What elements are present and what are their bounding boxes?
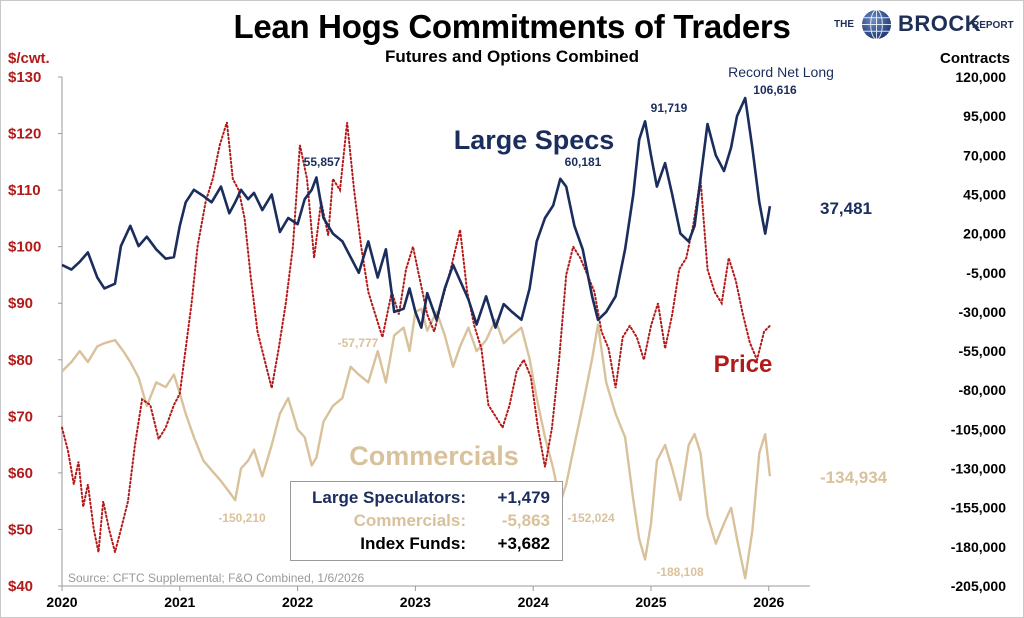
- left-axis-unit: $/cwt.: [8, 50, 50, 67]
- legend-index-value: +3,682: [497, 534, 550, 553]
- legend-index-label: Index Funds:: [360, 534, 466, 553]
- annotation-label: 91,719: [651, 101, 688, 115]
- legend-specs-value: +1,479: [497, 488, 550, 507]
- brand-logo: THE BROCK REPORT: [826, 8, 1022, 44]
- y-right-tick-label: -80,000: [959, 382, 1007, 398]
- chart-title: Lean Hogs Commitments of Traders: [233, 8, 791, 45]
- brand-the: THE: [834, 19, 854, 30]
- x-tick-label: 2022: [282, 594, 313, 610]
- annotation-label: -150,210: [218, 511, 266, 525]
- annotation-label: -188,108: [656, 565, 704, 579]
- y-left-tick-label: $50: [8, 521, 33, 538]
- y-right-tick-label: 45,000: [963, 186, 1006, 202]
- y-right-tick-label: 95,000: [963, 108, 1006, 124]
- right-axis-unit: Contracts: [939, 50, 1010, 67]
- brand-name: BROCK: [898, 11, 982, 36]
- annotation-label: 60,181: [565, 155, 602, 169]
- y-right-tick-label: -130,000: [951, 461, 1006, 477]
- annotation-label: -152,024: [567, 511, 615, 525]
- x-tick-label: 2026: [753, 594, 784, 610]
- annotation-label: -57,777: [338, 336, 379, 350]
- net-change-box: Large Speculators: +1,479 Commercials: -…: [290, 481, 563, 561]
- annotation-label: Record Net Long: [728, 64, 834, 80]
- annotation-label: -134,934: [820, 468, 888, 487]
- series-label-commercials: Commercials: [349, 441, 519, 471]
- y-left-tick-label: $120: [8, 126, 41, 143]
- series-line-price: [61, 121, 771, 557]
- x-tick-label: 2020: [46, 594, 77, 610]
- series-label-large-specs: Large Specs: [454, 125, 615, 155]
- y-right-tick-label: -105,000: [951, 421, 1006, 437]
- y-right-tick-label: -55,000: [959, 343, 1007, 359]
- series-line-commercials: [61, 307, 772, 580]
- y-right-tick-label: -30,000: [959, 304, 1007, 320]
- y-right-tick-label: -5,000: [966, 265, 1006, 281]
- legend-row-index: Index Funds: +3,682: [291, 534, 562, 558]
- brand-report: REPORT: [972, 20, 1014, 31]
- chart-subtitle: Futures and Options Combined: [384, 47, 640, 66]
- series-label-price: Price: [714, 351, 773, 378]
- legend-row-commercials: Commercials: -5,863: [291, 511, 562, 535]
- globe-icon: [861, 9, 892, 40]
- x-tick-label: 2023: [400, 594, 431, 610]
- legend-row-specs: Large Speculators: +1,479: [291, 488, 562, 512]
- y-right-tick-label: 70,000: [963, 147, 1006, 163]
- legend-commercials-label: Commercials:: [353, 511, 466, 530]
- y-left-tick-label: $80: [8, 352, 33, 369]
- annotation-label: 37,481: [820, 199, 872, 218]
- x-tick-label: 2024: [518, 594, 549, 610]
- annotation-label: 55,857: [304, 155, 341, 169]
- y-right-tick-label: -180,000: [951, 539, 1006, 555]
- y-left-tick-label: $60: [8, 465, 33, 482]
- series-line-large-specs: [61, 96, 772, 329]
- source-note: Source: CFTC Supplemental; F&O Combined,…: [68, 571, 364, 585]
- y-left-tick-label: $40: [8, 578, 33, 595]
- y-left-tick-label: $130: [8, 69, 41, 86]
- y-left-tick-label: $100: [8, 239, 41, 256]
- y-right-tick-label: 20,000: [963, 226, 1006, 242]
- y-left-tick-label: $110: [8, 182, 41, 199]
- y-left-tick-label: $90: [8, 295, 33, 312]
- annotation-label: 106,616: [753, 83, 797, 97]
- legend-commercials-value: -5,863: [501, 511, 550, 530]
- x-tick-label: 2021: [164, 594, 195, 610]
- y-right-tick-label: -155,000: [951, 500, 1006, 516]
- y-right-tick-label: -205,000: [951, 578, 1006, 594]
- y-left-tick-label: $70: [8, 408, 33, 425]
- x-tick-label: 2025: [635, 594, 666, 610]
- y-right-tick-label: 120,000: [955, 69, 1006, 85]
- legend-specs-label: Large Speculators:: [312, 488, 466, 507]
